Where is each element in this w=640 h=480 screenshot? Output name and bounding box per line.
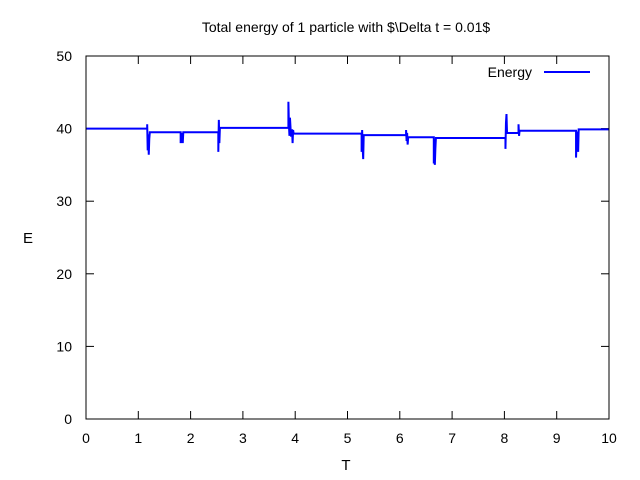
x-axis-label: T bbox=[341, 457, 350, 474]
y-tick-label-3: 30 bbox=[56, 193, 72, 209]
chart-title: Total energy of 1 particle with $\Delta … bbox=[202, 19, 491, 35]
tick-labels: 0 1 2 3 4 5 6 7 8 9 10 0 10 20 30 40 50 bbox=[56, 48, 617, 446]
x-tick-label-1: 1 bbox=[134, 430, 142, 446]
x-tick-label-7: 7 bbox=[448, 430, 456, 446]
y-tick-label-4: 40 bbox=[56, 121, 72, 137]
y-tick-label-1: 10 bbox=[56, 338, 72, 354]
x-tick-label-2: 2 bbox=[187, 430, 195, 446]
y-axis-label: E bbox=[23, 230, 33, 247]
x-tick-label-0: 0 bbox=[82, 430, 90, 446]
plot-frame bbox=[85, 55, 610, 420]
legend-label-energy: Energy bbox=[488, 64, 532, 80]
x-tick-label-10: 10 bbox=[601, 430, 617, 446]
x-tick-label-3: 3 bbox=[239, 430, 247, 446]
y-tick-label-2: 20 bbox=[56, 266, 72, 282]
x-tick-label-5: 5 bbox=[344, 430, 352, 446]
x-tick-label-6: 6 bbox=[396, 430, 404, 446]
series-line-energy bbox=[86, 101, 609, 165]
y-tick-label-0: 0 bbox=[64, 411, 72, 427]
x-tick-label-4: 4 bbox=[291, 430, 299, 446]
x-tick-label-8: 8 bbox=[501, 430, 509, 446]
y-tick-label-5: 50 bbox=[56, 48, 72, 64]
legend: Energy bbox=[488, 64, 590, 80]
plot-series bbox=[86, 101, 609, 165]
x-tick-label-9: 9 bbox=[553, 430, 561, 446]
